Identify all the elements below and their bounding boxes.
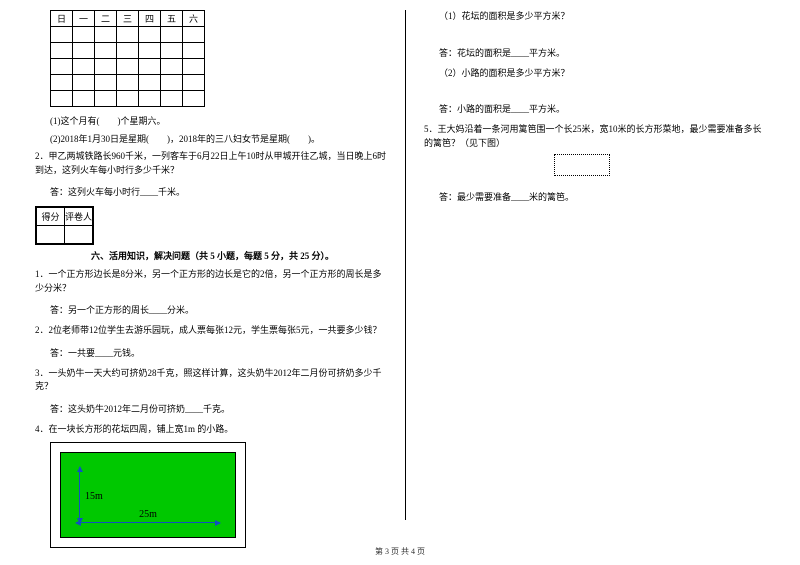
- answer-6-3: 答：这头奶牛2012年二月份可挤奶____千克。: [50, 402, 390, 415]
- flowerbed-inner-rect: 25m 15m: [60, 452, 236, 538]
- answer-4-2: 答：小路的面积是____平方米。: [439, 102, 765, 115]
- score-label: 得分: [37, 208, 65, 226]
- grader-cell: [65, 226, 93, 244]
- question-6-4: 4．在一块长方形的花坛四周，铺上宽1m 的小路。: [35, 423, 390, 437]
- calendar-row: [51, 27, 205, 43]
- calendar-header-cell: 一: [73, 11, 95, 27]
- calendar-header-cell: 五: [161, 11, 183, 27]
- question-5: 5．王大妈沿着一条河用篱笆围一个长25米，宽10米的长方形菜地，最少需要准备多长…: [424, 123, 765, 150]
- calendar-header-cell: 日: [51, 11, 73, 27]
- question-6-1: 1．一个正方形边长是8分米，另一个正方形的边长是它的2倍，另一个正方形的周长是多…: [35, 268, 390, 295]
- calendar-row: [51, 75, 205, 91]
- question-2: 2．甲乙两城铁路长960千米，一列客车于6月22日上午10时从甲城开往乙城，当日…: [35, 150, 390, 177]
- fence-diagram: [554, 154, 610, 176]
- score-box: 得分 评卷人: [35, 206, 94, 245]
- calendar-row: [51, 59, 205, 75]
- question-6-2: 2．2位老师带12位学生去游乐园玩，成人票每张12元，学生票每张5元，一共要多少…: [35, 324, 390, 338]
- dimension-arrow-horizontal: [76, 522, 220, 523]
- flowerbed-diagram: 25m 15m: [50, 442, 248, 550]
- calendar-header-cell: 二: [95, 11, 117, 27]
- answer-5: 答：最少需要准备____米的篱笆。: [439, 190, 765, 203]
- answer-6-2: 答：一共要____元钱。: [50, 346, 390, 359]
- calendar-q2: (2)2018年1月30日是星期( )，2018年的三八妇女节是星期( )。: [50, 133, 390, 147]
- answer-2: 答：这列火车每小时行____千米。: [50, 185, 390, 198]
- calendar-header-cell: 三: [117, 11, 139, 27]
- grader-label: 评卷人: [65, 208, 93, 226]
- flowerbed-outer-rect: 25m 15m: [50, 442, 246, 548]
- calendar-header-cell: 六: [183, 11, 205, 27]
- score-cell: [37, 226, 65, 244]
- answer-4-1: 答：花坛的面积是____平方米。: [439, 46, 765, 59]
- calendar-header-cell: 四: [139, 11, 161, 27]
- question-4-2: （2）小路的面积是多少平方米？: [439, 67, 765, 81]
- section-6-title: 六、活用知识，解决问题（共 5 小题，每题 5 分，共 25 分）。: [35, 249, 390, 262]
- right-column: （1）花坛的面积是多少平方米？ 答：花坛的面积是____平方米。 （2）小路的面…: [405, 10, 765, 520]
- calendar-q1: (1)这个月有( )个星期六。: [50, 115, 390, 129]
- answer-6-1: 答：另一个正方形的周长____分米。: [50, 303, 390, 316]
- calendar-row: [51, 91, 205, 107]
- dimension-label-height: 15m: [85, 491, 103, 502]
- page-columns: 日 一 二 三 四 五 六 (1)这个月有( )个星期六。 (2)2018年1月…: [35, 10, 765, 520]
- question-6-3: 3．一头奶牛一天大约可挤奶28千克，照这样计算，这头奶牛2012年二月份可挤奶多…: [35, 367, 390, 394]
- left-column: 日 一 二 三 四 五 六 (1)这个月有( )个星期六。 (2)2018年1月…: [35, 10, 405, 520]
- dimension-label-width: 25m: [61, 509, 235, 520]
- calendar-table: 日 一 二 三 四 五 六: [50, 10, 205, 107]
- calendar-header-row: 日 一 二 三 四 五 六: [51, 11, 205, 27]
- question-4-1: （1）花坛的面积是多少平方米？: [439, 10, 765, 24]
- calendar-row: [51, 43, 205, 59]
- page-footer: 第 3 页 共 4 页: [0, 546, 800, 557]
